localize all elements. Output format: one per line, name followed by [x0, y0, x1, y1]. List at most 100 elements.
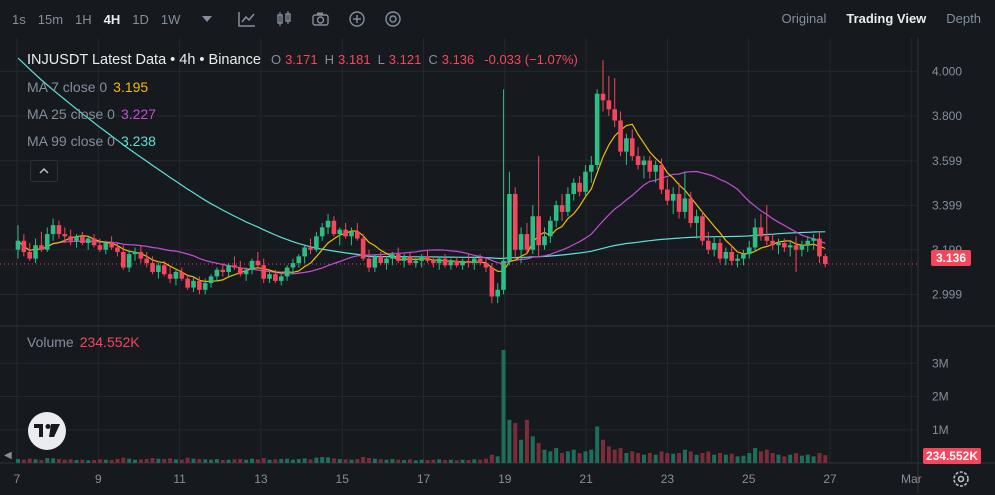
- high-label: H: [324, 52, 335, 67]
- volume-bar: [185, 457, 190, 463]
- candle-body: [202, 283, 208, 290]
- volume-bar: [232, 459, 237, 463]
- volume-bar: [62, 459, 67, 463]
- high-value: 3.181: [338, 52, 371, 67]
- view-depth[interactable]: Depth: [946, 11, 981, 26]
- candle-body: [524, 234, 530, 250]
- volume-bar: [489, 454, 494, 463]
- y-tick-label: 3.399: [932, 198, 962, 212]
- add-circle-icon[interactable]: [349, 11, 366, 27]
- candle-body: [103, 243, 109, 250]
- volume-bar: [560, 453, 565, 463]
- volume-bar: [372, 458, 377, 463]
- volume-bar: [384, 459, 389, 463]
- candle-body: [466, 260, 471, 264]
- candle-body: [296, 256, 302, 264]
- candle-body: [220, 269, 226, 272]
- x-tick-label: 15: [336, 472, 350, 486]
- candle-body: [729, 251, 734, 261]
- ma99-value: 3.238: [120, 133, 156, 149]
- collapse-legend-button[interactable]: [30, 160, 58, 182]
- timeframe-1w[interactable]: 1W: [160, 11, 181, 27]
- candle-body: [214, 269, 220, 277]
- candle-body: [179, 271, 185, 279]
- candle-body: [741, 254, 746, 259]
- target-icon[interactable]: [385, 11, 402, 27]
- tradingview-logo[interactable]: [28, 412, 66, 450]
- settings-button[interactable]: [950, 468, 972, 495]
- ohlc-legend: INJUSDT Latest Data • 4h • Binance O 3.17…: [27, 52, 578, 68]
- candle-body: [606, 100, 612, 110]
- candle-body: [823, 256, 828, 264]
- candle-body: [390, 254, 395, 259]
- candle-body: [56, 225, 62, 235]
- timeframe-15m[interactable]: 15m: [37, 11, 64, 27]
- tradingview-logo-icon: [34, 424, 60, 437]
- candle-body: [770, 240, 775, 246]
- candle-type-icon[interactable]: [276, 11, 292, 27]
- volume-bar: [378, 459, 383, 463]
- ma7-legend: MA 7 close 0 3.195: [27, 79, 148, 95]
- candle-body: [501, 260, 506, 290]
- volume-bar: [390, 459, 395, 463]
- volume-bar: [97, 459, 102, 463]
- x-tick-label: 11: [173, 472, 186, 486]
- volume-bar: [641, 454, 646, 463]
- timeframe-1h[interactable]: 1H: [75, 11, 92, 27]
- volume-bar: [261, 458, 266, 463]
- volume-bar: [361, 457, 366, 463]
- volume-bar: [507, 419, 512, 463]
- candle-body: [156, 265, 161, 272]
- indicators-icon[interactable]: [238, 11, 256, 27]
- open-label: O: [270, 52, 282, 67]
- volume-bar: [448, 459, 453, 463]
- candle-body: [723, 251, 729, 259]
- candle-body: [659, 165, 664, 190]
- candle-body: [50, 225, 56, 235]
- volume-bar: [56, 459, 61, 463]
- volume-bar: [109, 460, 114, 463]
- candle-body: [536, 216, 541, 246]
- timeframe-4h[interactable]: 4H: [103, 11, 121, 27]
- candle-body: [360, 238, 366, 259]
- volume-bar: [688, 451, 693, 463]
- candle-body: [80, 236, 85, 244]
- volume-bar: [624, 453, 629, 463]
- chevron-down-icon[interactable]: [202, 16, 213, 22]
- candle-body: [553, 205, 559, 221]
- volume-bar: [782, 456, 787, 463]
- price-chart[interactable]: 4.0003.8003.5993.3993.1992.9993M2M1M7911…: [0, 38, 995, 493]
- volume-bar: [501, 349, 506, 463]
- candle-body: [817, 238, 822, 257]
- candle-body: [308, 247, 313, 250]
- candle-body: [512, 193, 518, 250]
- view-original[interactable]: Original: [781, 11, 827, 26]
- candle-body: [589, 165, 594, 172]
- ma99-label: MA 99 close 0: [27, 133, 115, 149]
- volume-bar: [741, 455, 746, 463]
- camera-icon[interactable]: [312, 12, 330, 26]
- close-label: C: [428, 52, 438, 67]
- candle-body: [787, 245, 793, 248]
- candle-body: [167, 274, 173, 279]
- volume-bar: [671, 453, 676, 463]
- timeframe-1d[interactable]: 1D: [132, 11, 149, 27]
- candle-body: [700, 216, 705, 241]
- y-tick-label: 3.800: [932, 109, 962, 123]
- candle-body: [583, 171, 588, 192]
- volume-bar: [402, 460, 407, 463]
- candle-body: [419, 256, 424, 261]
- candle-body: [413, 260, 419, 264]
- volume-bar: [718, 453, 722, 463]
- candle-body: [138, 251, 144, 259]
- scroll-left-icon[interactable]: ◀: [4, 450, 12, 461]
- timeframe-1s[interactable]: 1s: [12, 11, 26, 27]
- volume-bar: [694, 454, 699, 463]
- candle-body: [261, 265, 266, 279]
- view-trading-view[interactable]: Trading View: [846, 11, 927, 26]
- candle-body: [782, 243, 787, 248]
- candle-body: [132, 251, 138, 255]
- volume-bar: [103, 459, 108, 463]
- candle-body: [612, 109, 617, 121]
- volume-bar: [595, 426, 600, 463]
